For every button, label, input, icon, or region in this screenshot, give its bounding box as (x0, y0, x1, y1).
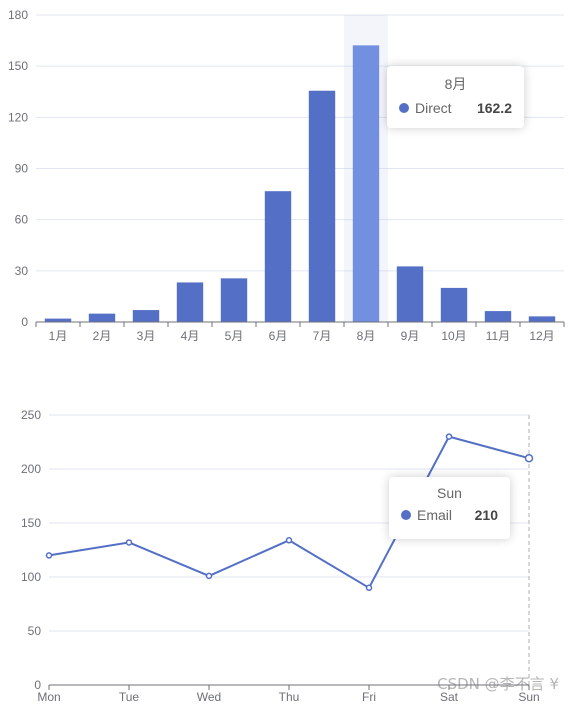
tooltip-value: 162.2 (476, 100, 512, 116)
tooltip-title: Sun (437, 485, 462, 501)
y-tick-label: 250 (21, 408, 41, 422)
series-marker-icon (399, 103, 409, 113)
watermark: CSDN @李不言 ¥ (437, 675, 559, 693)
y-tick-label: 30 (15, 264, 29, 278)
bar (88, 313, 116, 322)
tooltip-series-name: Email (417, 507, 453, 523)
bar (440, 287, 468, 322)
y-tick-label: 180 (8, 8, 28, 22)
data-point (365, 584, 373, 592)
y-tick-label: 150 (21, 516, 41, 530)
x-tick-label: Sun (518, 690, 539, 704)
y-tick-label: 50 (28, 624, 42, 638)
bar (484, 311, 512, 322)
x-tick-label: Tue (119, 690, 140, 704)
x-tick-label: Sat (440, 690, 459, 704)
y-tick-label: 0 (21, 315, 28, 329)
x-tick-label: 5月 (225, 329, 244, 343)
x-tick-label: 9月 (401, 329, 420, 343)
x-tick-label: 1月 (49, 329, 68, 343)
bar (352, 45, 380, 323)
data-point (205, 572, 213, 580)
x-tick-label: 2月 (93, 329, 112, 343)
x-tick-label: Mon (37, 690, 60, 704)
y-tick-label: 120 (8, 110, 28, 124)
data-point (45, 552, 53, 559)
x-tick-label: Fri (362, 690, 376, 704)
y-tick-label: 90 (15, 162, 29, 176)
bar-chart: 0 30 60 90 120 150 180 1月 2月 3月 4月 5月 6月 7月 8月 9月 10月 11月… (8, 8, 565, 343)
line-chart-tooltip: Sun Email 210 (389, 477, 510, 539)
bar (132, 310, 160, 322)
bar (264, 191, 292, 322)
data-point (524, 453, 534, 463)
tooltip-series-name: Direct (415, 100, 452, 116)
line-chart: 0 50 100 150 200 250 Mon Tue Wed Thu Fri Sat Sun (21, 408, 540, 704)
tooltip-value: 210 (474, 507, 498, 523)
bar-chart-tooltip: 8月 Direct 162.2 (387, 66, 524, 128)
x-tick-label: 12月 (529, 329, 554, 343)
bar (396, 266, 424, 322)
x-tick-label: 8月 (357, 329, 376, 343)
y-tick-label: 200 (21, 462, 41, 476)
bar (308, 90, 336, 322)
x-tick-label: 11月 (486, 329, 510, 343)
bar (176, 282, 204, 322)
bar (220, 278, 248, 322)
tooltip-title: 8月 (444, 76, 467, 92)
y-tick-label: 150 (8, 59, 28, 73)
bar (528, 316, 556, 322)
data-point (285, 537, 293, 544)
bar (44, 318, 72, 322)
x-tick-label: 3月 (137, 329, 156, 343)
x-tick-label: Thu (279, 690, 300, 704)
y-tick-label: 0 (34, 678, 41, 692)
series-marker-icon (401, 510, 411, 520)
y-tick-label: 100 (21, 570, 41, 584)
x-tick-label: Wed (197, 690, 221, 704)
x-tick-label: 6月 (269, 329, 288, 343)
x-tick-label: 10月 (441, 329, 466, 343)
x-tick-label: 4月 (181, 329, 200, 343)
data-point (125, 539, 133, 546)
y-tick-label: 60 (15, 213, 29, 227)
x-tick-label: 7月 (313, 329, 332, 343)
data-point (445, 433, 453, 440)
